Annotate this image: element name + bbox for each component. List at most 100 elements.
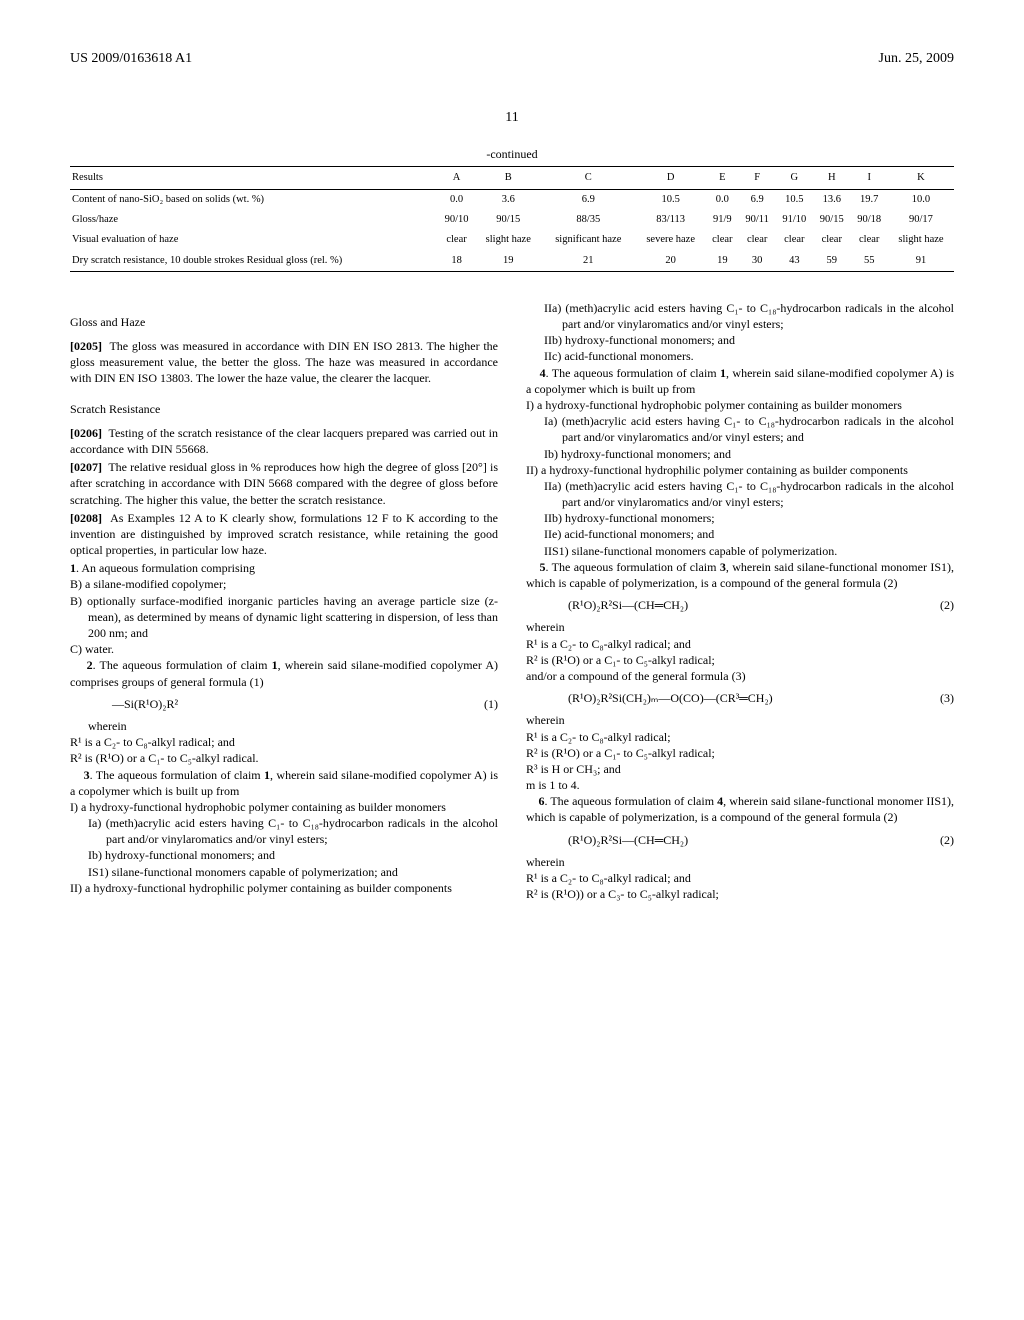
para-0208: [0208] As Examples 12 A to K clearly sho…	[70, 510, 498, 559]
cell: 88/35	[541, 210, 635, 230]
row-label: Visual evaluation of haze	[70, 230, 438, 250]
col-k: K	[888, 166, 954, 189]
row-label: Dry scratch resistance, 10 double stroke…	[70, 251, 438, 272]
two-column-body: Gloss and Haze [0205] The gloss was meas…	[70, 300, 954, 903]
claim-text: . The aqueous formulation of claim	[546, 366, 720, 380]
scratch-heading: Scratch Resistance	[70, 401, 498, 417]
formula-text: (R¹O)₂R²Si—(CH═CH₂)	[568, 597, 688, 613]
col-a: A	[438, 166, 475, 189]
doc-date: Jun. 25, 2009	[879, 50, 954, 69]
claim-3-I: I) a hydroxy-functional hydrophobic poly…	[88, 799, 498, 815]
claim-5-lead: 5. The aqueous formulation of claim 3, w…	[526, 559, 954, 591]
right-column: IIa) (meth)acrylic acid esters having C₁…	[526, 300, 954, 903]
claim-text: . The aqueous formulation of claim	[93, 658, 272, 672]
claim-3-Ia: Ia) (meth)acrylic acid esters having C₁-…	[106, 815, 498, 847]
claim-6-r1: R¹ is a C₂- to C₈-alkyl radical; and	[544, 870, 954, 886]
claim-3-IS1: IS1) silane-functional monomers capable …	[106, 864, 498, 880]
para-0206: [0206] Testing of the scratch resistance…	[70, 425, 498, 457]
claim-5-r2: R² is (R¹O) or a C₁- to C₅-alkyl radical…	[544, 652, 954, 668]
para-num: [0205]	[70, 339, 102, 353]
claim-5-r1b: R¹ is a C₂- to C₈-alkyl radical;	[544, 729, 954, 745]
col-results: Results	[70, 166, 438, 189]
para-text: As Examples 12 A to K clearly show, form…	[70, 511, 498, 557]
cell: 83/113	[635, 210, 706, 230]
cell: 6.9	[541, 190, 635, 211]
formula-number: (2)	[940, 597, 954, 613]
cell: clear	[438, 230, 475, 250]
claim-5-r2b: R² is (R¹O) or a C₁- to C₅-alkyl radical…	[544, 745, 954, 761]
claim-3-IIb: IIb) hydroxy-functional monomers; and	[562, 332, 954, 348]
claim-3-Ib: Ib) hydroxy-functional monomers; and	[106, 847, 498, 863]
wherein: wherein	[526, 854, 954, 870]
para-text: The relative residual gloss in % reprodu…	[70, 460, 498, 506]
cell: 91/10	[776, 210, 813, 230]
claim-4-IIa: IIa) (meth)acrylic acid esters having C₁…	[562, 478, 954, 510]
row-label: Gloss/haze	[70, 210, 438, 230]
claim-text: . The aqueous formulation of claim	[544, 794, 717, 808]
cell: 13.6	[813, 190, 850, 211]
claim-3-lead: 3. The aqueous formulation of claim 1, w…	[70, 767, 498, 799]
formula-2b: (R¹O)₂R²Si—(CH═CH₂) (2)	[568, 832, 954, 848]
claim-1-b2: B) optionally surface-modified inorganic…	[88, 593, 498, 642]
cell: 18	[438, 251, 475, 272]
cell: 90/10	[438, 210, 475, 230]
claim-1-b1: B) a silane-modified copolymer;	[88, 576, 498, 592]
formula-3: (R¹O)₂R²Si(CH₂)ₘ—O(CO)—(CR³═CH₂) (3)	[568, 690, 954, 706]
table-title: -continued	[70, 146, 954, 162]
table-row: Content of nano-SiO₂ based on solids (wt…	[70, 190, 954, 211]
cell: 6.9	[739, 190, 776, 211]
cell: 3.6	[475, 190, 541, 211]
col-e: E	[706, 166, 739, 189]
claim-4-IIe: IIe) acid-functional monomers; and	[562, 526, 954, 542]
cell: 19.7	[850, 190, 887, 211]
row-label: Content of nano-SiO₂ based on solids (wt…	[70, 190, 438, 211]
table-row: Dry scratch resistance, 10 double stroke…	[70, 251, 954, 272]
claim-6-lead: 6. The aqueous formulation of claim 4, w…	[526, 793, 954, 825]
claim-text: . The aqueous formulation of claim	[90, 768, 264, 782]
cell: clear	[813, 230, 850, 250]
formula-text: (R¹O)₂R²Si—(CH═CH₂)	[568, 832, 688, 848]
cell: 90/15	[475, 210, 541, 230]
table-header-row: Results A B C D E F G H I K	[70, 166, 954, 189]
col-c: C	[541, 166, 635, 189]
claim-4-lead: 4. The aqueous formulation of claim 1, w…	[526, 365, 954, 397]
claim-4-I: I) a hydroxy-functional hydrophobic poly…	[544, 397, 954, 413]
results-data-table: Results A B C D E F G H I K Content of n…	[70, 166, 954, 272]
page-number: 11	[70, 109, 954, 128]
col-d: D	[635, 166, 706, 189]
wherein: wherein	[526, 619, 954, 635]
cell: 20	[635, 251, 706, 272]
col-i: I	[850, 166, 887, 189]
cell: clear	[850, 230, 887, 250]
cell: severe haze	[635, 230, 706, 250]
claim-3-IIc: IIc) acid-functional monomers.	[562, 348, 954, 364]
claim-5-r1: R¹ is a C₂- to C₈-alkyl radical; and	[544, 636, 954, 652]
cell: 91/9	[706, 210, 739, 230]
cell: 59	[813, 251, 850, 272]
para-num: [0206]	[70, 426, 102, 440]
claim-2-lead: 2. The aqueous formulation of claim 1, w…	[70, 657, 498, 689]
cell: 43	[776, 251, 813, 272]
claim-5-andor: and/or a compound of the general formula…	[526, 668, 954, 684]
cell: 91	[888, 251, 954, 272]
cell: 0.0	[438, 190, 475, 211]
para-0205: [0205] The gloss was measured in accorda…	[70, 338, 498, 387]
doc-number: US 2009/0163618 A1	[70, 50, 192, 69]
claim-4-IIb: IIb) hydroxy-functional monomers;	[562, 510, 954, 526]
results-table: -continued Results A B C D E F G H I K C…	[70, 146, 954, 272]
col-h: H	[813, 166, 850, 189]
cell: 0.0	[706, 190, 739, 211]
claim-5-m: m is 1 to 4.	[544, 777, 954, 793]
claim-text: . The aqueous formulation of claim	[546, 560, 720, 574]
formula-number: (1)	[484, 696, 498, 712]
para-num: [0207]	[70, 460, 102, 474]
claim-3-IIa: IIa) (meth)acrylic acid esters having C₁…	[562, 300, 954, 332]
claim-text: . An aqueous formulation comprising	[76, 561, 255, 575]
claim-2-r1: R¹ is a C₂- to C₈-alkyl radical; and	[88, 734, 498, 750]
para-text: Testing of the scratch resistance of the…	[70, 426, 498, 456]
formula-text: (R¹O)₂R²Si(CH₂)ₘ—O(CO)—(CR³═CH₂)	[568, 690, 773, 706]
cell: 10.5	[635, 190, 706, 211]
claim-1-c: C) water.	[88, 641, 498, 657]
col-b: B	[475, 166, 541, 189]
claim-4-Ia: Ia) (meth)acrylic acid esters having C₁-…	[562, 413, 954, 445]
